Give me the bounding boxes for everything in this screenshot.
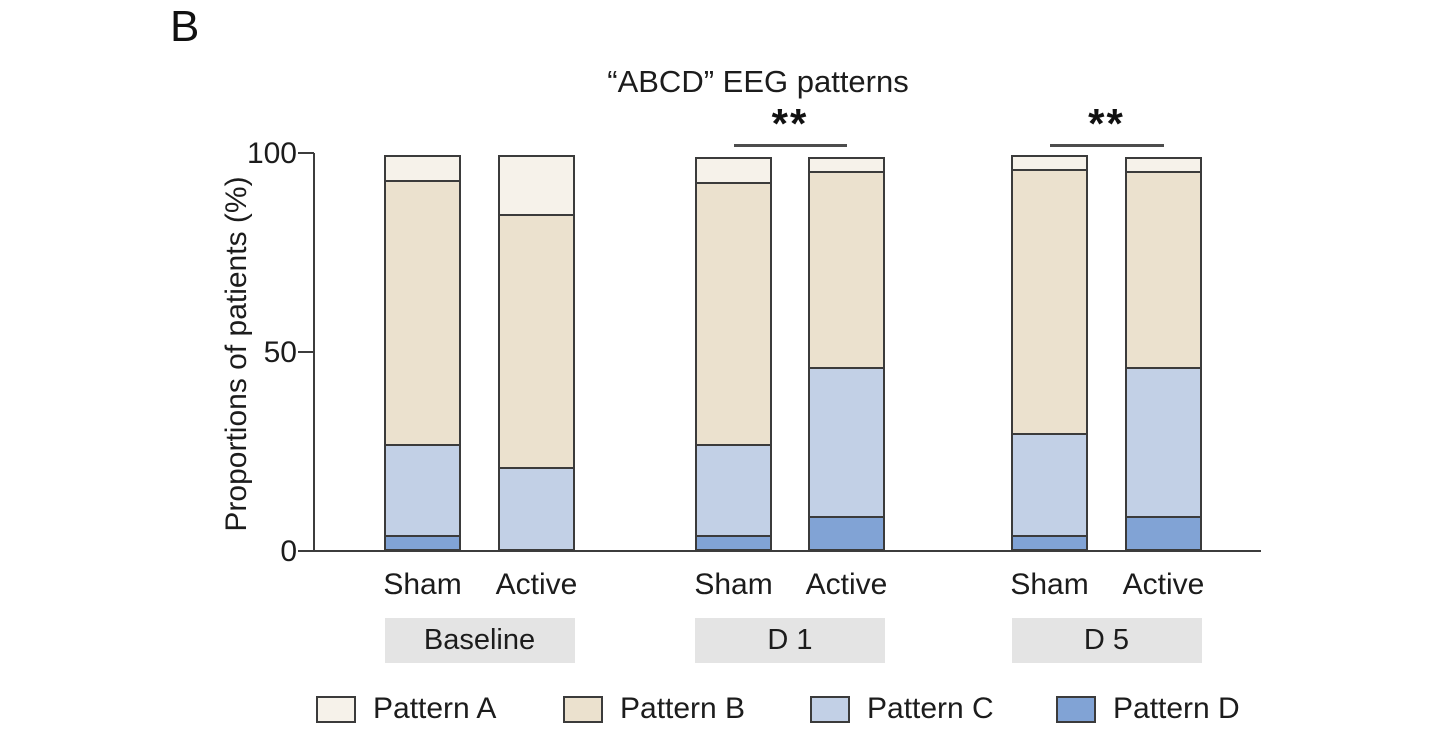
group-label-d-5: D 5	[1011, 618, 1202, 663]
stacked-bar-baseline-active	[498, 155, 575, 551]
bar-segment-pattern-a	[386, 157, 459, 181]
bar-segment-pattern-c	[697, 444, 770, 536]
y-tick-label-50: 50	[263, 336, 297, 369]
stacked-bar-d-1-active	[808, 157, 885, 551]
significance-line	[733, 144, 847, 147]
group-label-d-1: D 1	[695, 618, 885, 663]
bar-segment-pattern-c	[810, 366, 883, 516]
legend-item-pattern-d: Pattern D	[1056, 692, 1240, 726]
y-tick-mark-0	[298, 550, 314, 552]
y-tick-label-0: 0	[280, 535, 297, 568]
legend-item-pattern-b: Pattern B	[563, 692, 745, 726]
x-tick-label-active: Active	[805, 568, 888, 601]
pattern-c-swatch-icon	[810, 695, 850, 723]
legend-item-pattern-c: Pattern C	[810, 692, 994, 726]
panel-label: B	[170, 2, 200, 51]
bar-segment-pattern-a	[810, 159, 883, 171]
legend-label: Pattern C	[867, 692, 994, 725]
bar-segment-pattern-d	[697, 535, 770, 549]
bar-segment-pattern-d	[1013, 535, 1086, 549]
stacked-bar-d-5-active	[1125, 157, 1202, 551]
y-tick-label-100: 100	[246, 137, 297, 170]
x-tick-label-active: Active	[495, 568, 578, 601]
x-axis-line	[313, 550, 1261, 552]
group-label-baseline: Baseline	[384, 618, 575, 663]
stacked-bar-d-5-sham	[1011, 155, 1088, 551]
stacked-bar-baseline-sham	[384, 155, 461, 551]
bar-segment-pattern-b	[500, 213, 573, 468]
pattern-a-swatch-icon	[316, 695, 356, 723]
bar-segment-pattern-b	[697, 182, 770, 445]
x-tick-label-sham: Sham	[694, 568, 773, 601]
y-tick-mark-50	[298, 351, 314, 353]
pattern-d-swatch-icon	[1056, 695, 1096, 723]
x-tick-label-sham: Sham	[383, 568, 462, 601]
legend: Pattern A Pattern B Pattern C Pattern D	[0, 692, 1452, 732]
significance-line	[1049, 144, 1164, 147]
bar-segment-pattern-a	[1013, 157, 1086, 169]
legend-label: Pattern B	[620, 692, 746, 725]
bar-segment-pattern-d	[1127, 515, 1200, 549]
significance-stars: **	[1088, 100, 1125, 147]
y-axis-line	[313, 153, 315, 552]
bar-segment-pattern-a	[500, 157, 573, 214]
bar-segment-pattern-b	[810, 170, 883, 367]
bar-segment-pattern-b	[1013, 168, 1086, 433]
pattern-b-swatch-icon	[563, 695, 603, 723]
bar-segment-pattern-a	[1127, 159, 1200, 171]
bar-segment-pattern-c	[1013, 432, 1086, 536]
bar-segment-pattern-c	[386, 444, 459, 536]
bar-segment-pattern-a	[697, 159, 770, 183]
x-tick-label-sham: Sham	[1010, 568, 1089, 601]
significance-stars: **	[771, 100, 809, 147]
y-tick-mark-100	[298, 152, 314, 154]
chart-title: “ABCD” EEG patterns	[607, 64, 909, 99]
x-tick-label-active: Active	[1122, 568, 1205, 601]
legend-label: Pattern D	[1113, 692, 1240, 725]
legend-item-pattern-a: Pattern A	[316, 692, 496, 726]
bar-segment-pattern-b	[1127, 170, 1200, 367]
bar-segment-pattern-d	[810, 515, 883, 549]
stacked-bar-d-1-sham	[695, 157, 772, 551]
legend-label: Pattern A	[373, 692, 497, 725]
bar-segment-pattern-b	[386, 180, 459, 445]
bar-segment-pattern-d	[386, 535, 459, 549]
bar-segment-pattern-c	[500, 467, 573, 549]
bar-segment-pattern-c	[1127, 366, 1200, 516]
